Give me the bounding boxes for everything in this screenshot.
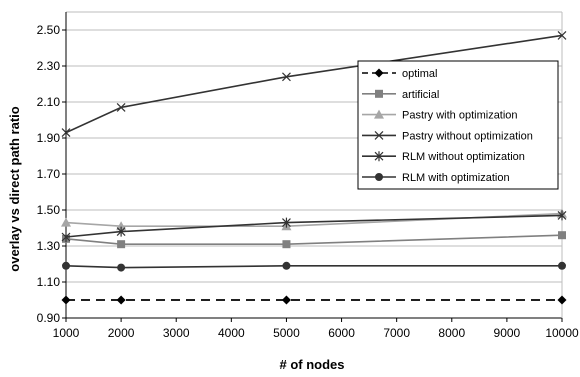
legend-marker bbox=[374, 151, 384, 162]
data-point bbox=[62, 261, 70, 270]
series-line bbox=[65, 234, 563, 245]
y-tick-label: 1.30 bbox=[37, 239, 61, 253]
data-point bbox=[116, 226, 126, 237]
legend-marker bbox=[374, 109, 384, 119]
y-tick-label: 1.70 bbox=[37, 167, 61, 181]
y-tick-label: 2.10 bbox=[37, 95, 61, 109]
x-axis-label: # of nodes bbox=[279, 357, 344, 372]
legend-marker bbox=[374, 130, 384, 140]
y-tick-label: 1.10 bbox=[37, 275, 61, 289]
x-tick-label: 9000 bbox=[494, 326, 521, 340]
x-tick-label: 4000 bbox=[218, 326, 245, 340]
x-tick-label: 6000 bbox=[328, 326, 355, 340]
legend-label: Pastry with optimization bbox=[402, 110, 518, 122]
y-axis-label: overlay vs direct path ratio bbox=[7, 106, 22, 272]
data-point bbox=[282, 72, 291, 82]
series-rlm-with-optimization bbox=[62, 261, 566, 272]
data-point bbox=[557, 295, 567, 305]
x-tick-label: 1000 bbox=[53, 326, 80, 340]
x-tick-label: 7000 bbox=[383, 326, 410, 340]
legend-marker bbox=[374, 68, 384, 78]
legend-label: RLM without optimization bbox=[402, 151, 525, 163]
legend: optimal artificial Pastry with optimizatio… bbox=[357, 60, 559, 190]
data-point bbox=[116, 295, 126, 305]
series-rlm-without-optimization bbox=[61, 210, 567, 242]
series-line bbox=[65, 34, 563, 134]
series-pastry-without-optimization bbox=[61, 30, 567, 138]
legend-label: artificial bbox=[402, 89, 439, 101]
y-tick-label: 0.90 bbox=[37, 311, 61, 325]
data-point bbox=[61, 217, 71, 227]
data-point bbox=[557, 210, 567, 221]
legend-item: RLM without optimization bbox=[362, 151, 525, 163]
legend-item: optimal bbox=[362, 68, 437, 80]
data-point bbox=[558, 261, 566, 270]
legend-box bbox=[357, 60, 559, 190]
data-point bbox=[282, 261, 291, 270]
legend-label: RLM with optimization bbox=[402, 172, 510, 184]
data-point bbox=[117, 240, 126, 249]
y-axis-ticks: 0.90 1.10 1.30 1.50 1.70 1.90 2.10 2.30 2.50 bbox=[37, 23, 66, 325]
data-point bbox=[117, 263, 126, 272]
data-point bbox=[61, 295, 71, 305]
y-tick-label: 2.50 bbox=[37, 23, 61, 37]
legend-label: optimal bbox=[402, 68, 437, 80]
x-tick-label: 3000 bbox=[163, 326, 190, 340]
series-group bbox=[61, 30, 567, 305]
data-point bbox=[281, 295, 291, 305]
series-pastry-with-optimization bbox=[61, 208, 567, 231]
data-point bbox=[557, 30, 567, 40]
legend-label: Pastry without optimization bbox=[402, 130, 533, 142]
legend-marker bbox=[375, 173, 383, 181]
legend-marker bbox=[375, 89, 383, 98]
x-tick-label: 5000 bbox=[273, 326, 300, 340]
data-point bbox=[61, 128, 71, 138]
series-line bbox=[65, 264, 562, 269]
x-axis-ticks: 1000 2000 3000 4000 5000 6000 7000 8000 9000 1000… bbox=[53, 318, 579, 340]
data-point bbox=[116, 102, 126, 112]
y-tick-label: 2.30 bbox=[37, 59, 61, 73]
legend-item: Pastry without optimization bbox=[362, 130, 533, 142]
legend-item: artificial bbox=[362, 89, 439, 101]
data-point bbox=[282, 240, 291, 249]
legend-item: RLM with optimization bbox=[362, 172, 510, 184]
data-point bbox=[116, 221, 127, 231]
x-tick-label: 8000 bbox=[438, 326, 465, 340]
y-tick-label: 1.90 bbox=[37, 131, 61, 145]
data-point bbox=[61, 232, 71, 242]
x-tick-label: 10000 bbox=[545, 326, 579, 340]
x-tick-label: 2000 bbox=[108, 326, 135, 340]
series-line bbox=[65, 214, 563, 238]
y-tick-label: 1.50 bbox=[37, 203, 61, 217]
data-point bbox=[558, 231, 566, 240]
legend-item: Pastry with optimization bbox=[362, 109, 518, 122]
data-point bbox=[282, 217, 291, 228]
series-optimal bbox=[61, 295, 567, 305]
series-line bbox=[65, 212, 563, 227]
